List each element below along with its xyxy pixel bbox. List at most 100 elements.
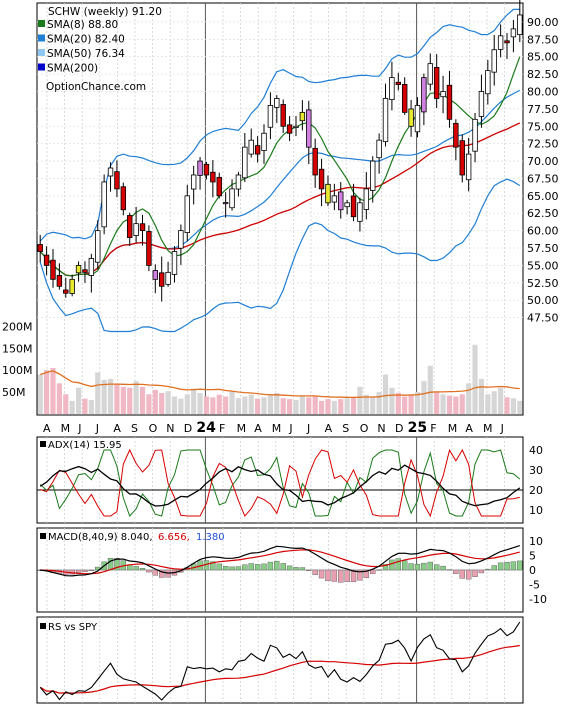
macd-histogram-bar — [491, 565, 497, 571]
legend-entry: SMA(200) — [47, 63, 98, 75]
candle-body — [229, 188, 235, 209]
volume-bar — [459, 394, 465, 414]
macd-swatch — [40, 533, 46, 539]
macd-histogram-bar — [433, 564, 440, 571]
candle-body — [43, 254, 50, 266]
candle-body — [421, 77, 427, 113]
candle-body — [197, 160, 203, 176]
candle-body — [299, 111, 306, 122]
candle-body — [133, 223, 139, 236]
x-tick-label: F — [430, 422, 436, 435]
macd-tick-label: -5 — [529, 579, 540, 592]
volume-bar — [101, 379, 107, 414]
adx-line — [39, 464, 521, 507]
volume-bar — [325, 399, 331, 414]
x-tick-label: M — [483, 422, 493, 435]
candle-body — [158, 272, 165, 287]
volume-bar — [159, 392, 165, 414]
candle-body — [127, 215, 133, 238]
volume-bar — [421, 381, 427, 414]
x-tick-label: S — [342, 422, 349, 435]
candle-body — [82, 269, 88, 273]
candle-body — [75, 265, 82, 274]
macd-histogram-bar — [235, 566, 242, 571]
candle-body — [357, 202, 363, 222]
volume-bar — [280, 398, 286, 414]
volume-bar — [95, 372, 101, 414]
x-tick-label: M — [237, 422, 247, 435]
x-tick-label: D — [395, 422, 403, 435]
candle-body — [274, 98, 280, 108]
volume-bar — [286, 399, 293, 414]
volume-bar — [427, 365, 433, 414]
macd-histogram-value: 1.380 — [196, 532, 225, 543]
candle-body — [190, 174, 197, 190]
candle-body — [331, 195, 338, 203]
candle-body — [350, 195, 357, 218]
macd-histogram-bar — [421, 562, 427, 571]
macd-histogram-bar — [370, 569, 376, 574]
price-title: SCHW (weekly) 91.20 — [48, 6, 162, 18]
volume-bar — [344, 398, 350, 414]
volume-bar — [171, 396, 178, 414]
volume-bar — [216, 394, 222, 414]
macd-histogram-bar — [395, 558, 402, 571]
candle-body — [120, 186, 127, 211]
volume-bar — [63, 394, 69, 414]
candle-body — [389, 77, 395, 101]
volume-tick-label: 200M — [2, 320, 33, 333]
volume-bar — [210, 397, 216, 414]
price-tick-label: 90.00 — [527, 16, 559, 29]
sma8-line — [39, 56, 521, 277]
macd-histogram-bar — [453, 569, 459, 574]
candle-body — [344, 202, 350, 208]
volume-bar — [408, 394, 414, 414]
candle-body — [414, 105, 421, 133]
candle-body — [56, 275, 63, 287]
volume-bar — [370, 396, 376, 414]
candle-body — [459, 140, 465, 176]
macd-histogram-bar — [414, 564, 421, 571]
macd-histogram-bar — [267, 561, 274, 571]
candle-body — [318, 168, 325, 190]
macd-histogram-bar — [478, 569, 485, 574]
x-tick-label: M — [448, 422, 458, 435]
candle-body — [210, 171, 216, 183]
candle-body — [107, 167, 114, 177]
candle-body — [370, 160, 376, 191]
macd-line — [40, 545, 520, 577]
macd-histogram-bar — [344, 569, 350, 582]
macd-histogram-bar — [318, 569, 325, 579]
candle-body — [146, 231, 152, 266]
macd-histogram-bar — [293, 567, 299, 571]
candle-body — [178, 230, 184, 249]
macd-histogram-bar — [274, 560, 280, 571]
candle-body — [401, 83, 408, 113]
volume-bar — [402, 396, 408, 414]
candle-body — [376, 139, 382, 159]
macd-histogram-bar — [75, 569, 82, 573]
x-tick-label: O — [360, 422, 369, 435]
macd-histogram-bar — [510, 561, 517, 571]
candle-body — [382, 98, 389, 143]
volume-bar — [331, 400, 337, 414]
macd-histogram-bar — [504, 562, 510, 571]
volume-bar — [56, 383, 62, 414]
candle-body — [485, 70, 491, 95]
price-tick-label: 50.00 — [527, 294, 559, 307]
macd-histogram-bar — [158, 569, 165, 578]
candle-body — [306, 109, 312, 148]
macd-histogram-bar — [286, 565, 293, 571]
macd-tick-label: 5 — [529, 549, 536, 562]
price-panel-frame — [36, 2, 524, 416]
volume-bar — [88, 399, 94, 414]
macd-histogram-bar — [139, 568, 146, 571]
volume-bar — [242, 396, 248, 414]
volume-bar — [376, 392, 382, 414]
x-tick-label: M — [61, 422, 71, 435]
volume-bar — [312, 395, 318, 414]
x-tick-label: A — [113, 422, 121, 435]
candle-body — [286, 124, 293, 134]
volume-bar — [517, 400, 523, 414]
volume-bar — [318, 400, 325, 414]
